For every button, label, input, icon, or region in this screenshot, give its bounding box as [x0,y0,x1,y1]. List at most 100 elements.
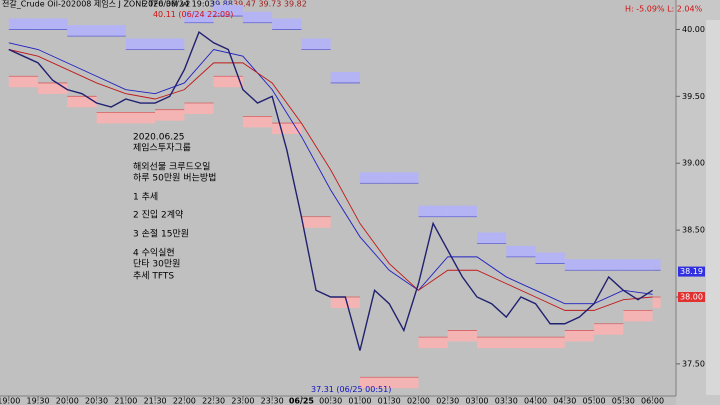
series-line [8,42,653,305]
note-line: 하루 50만원 버는방법 [133,173,216,184]
x-tick-label: 19:30 [27,397,50,405]
band-step [301,38,331,50]
band-step [125,38,156,50]
series-line [8,49,653,311]
x-tick-label: 05:00 [583,397,606,405]
note-line: 추세 TFTS [133,271,174,282]
x-tick-label: 05:30 [612,397,635,405]
band-step [38,18,68,30]
band-step [272,123,302,135]
band-step [330,71,360,83]
note-line: 4 수익실현 [133,247,175,259]
price-tag-bg [678,292,705,302]
x-tick-label: 03:00 [465,397,488,405]
price-tag: 38.00 [680,293,703,302]
header-title: 전갈_Crude Oil-202008 제임스 J ZONE TF6 3M v2 [2,0,190,9]
band-step [242,11,273,23]
band-step [652,259,661,271]
band-step [184,103,214,115]
band-step [477,232,507,244]
x-tick-label: 02:30 [436,397,459,405]
note-line: 제임스투자그룹 [133,142,191,154]
x-tick-label: 22:00 [173,397,196,405]
band-step [359,377,390,389]
y-tick-label: 40.00 [682,25,705,34]
note-line: 해외선물 크루드오일 [133,161,210,173]
band-step [652,297,661,308]
band-step [8,76,39,88]
band-step [184,11,214,23]
price-tag: 38.19 [680,267,703,276]
band-step [623,310,653,322]
side-toolbar [706,20,720,395]
x-tick-label: 01:00 [348,397,371,405]
x-tick-label: 06:00 [641,397,664,405]
band-step [67,96,97,108]
band-step [213,5,243,17]
x-tick-label: 22:30 [202,397,225,405]
band-step [272,18,302,30]
x-tick-label: 21:30 [144,397,167,405]
band-step [38,82,68,94]
x-tick-label: 01:30 [378,397,401,405]
x-tick-label: 21:00 [114,397,137,405]
band-step [564,330,595,342]
note-line: 3 손절 15만원 [133,228,189,240]
band-step [506,337,536,349]
y-tick-label: 39.50 [682,92,705,101]
band-step [330,297,360,308]
band-step [96,112,126,124]
band-step [359,172,390,184]
band-step [389,377,419,389]
band-step [213,76,243,88]
x-tick-label: 20:00 [56,397,79,405]
series-line [8,31,653,351]
band-step [594,259,624,271]
note-line: 2020.06.25 [133,133,185,143]
band-step [477,337,507,349]
x-tick-label: 19:00 [0,397,20,405]
band-step [594,323,624,335]
band-step [125,112,156,124]
note-line: 1 추세 [133,192,158,203]
band-step [447,330,478,342]
band-step [301,216,331,228]
y-tick-label: 37.50 [682,359,705,368]
price-tag-bg [678,266,705,277]
note-line: 단타 30만원 [133,259,180,270]
range-info: H: -5.09% L: 2.04% [625,5,703,14]
x-tick-label: 00:30 [319,397,342,405]
band-step [623,259,653,271]
band-step [535,252,565,264]
header-value: 39.47 39.73 39.82 [233,0,307,9]
x-tick-label: 04:00 [524,397,547,405]
x-tick-label: 06/25 [289,397,315,405]
band-step [418,205,448,217]
band-step [535,337,565,349]
band-step [67,25,97,37]
band-step [155,109,185,121]
band-step [564,259,595,271]
header-value: 39.88 [210,0,233,9]
y-tick-label: 39.00 [682,159,705,168]
x-tick-label: 04:30 [553,397,576,405]
band-step [389,172,419,184]
band-step [506,245,536,257]
header-time: 2020/06/24 19:03 [143,0,215,9]
x-tick-label: 20:30 [85,397,108,405]
x-tick-label: 02:00 [407,397,430,405]
x-tick-label: 23:00 [231,397,254,405]
band-step [242,116,273,128]
y-tick-label: 38.50 [682,226,705,235]
annotation: 40.11 (06/24 22:09) [153,10,233,19]
band-step [155,38,185,50]
band-step [447,205,478,217]
band-step [418,337,448,349]
note-line: 2 진입 2계약 [133,209,183,221]
x-tick-label: 03:30 [495,397,518,405]
band-step [8,18,39,30]
annotation: 37.31 (06/25 00:51) [311,385,391,394]
